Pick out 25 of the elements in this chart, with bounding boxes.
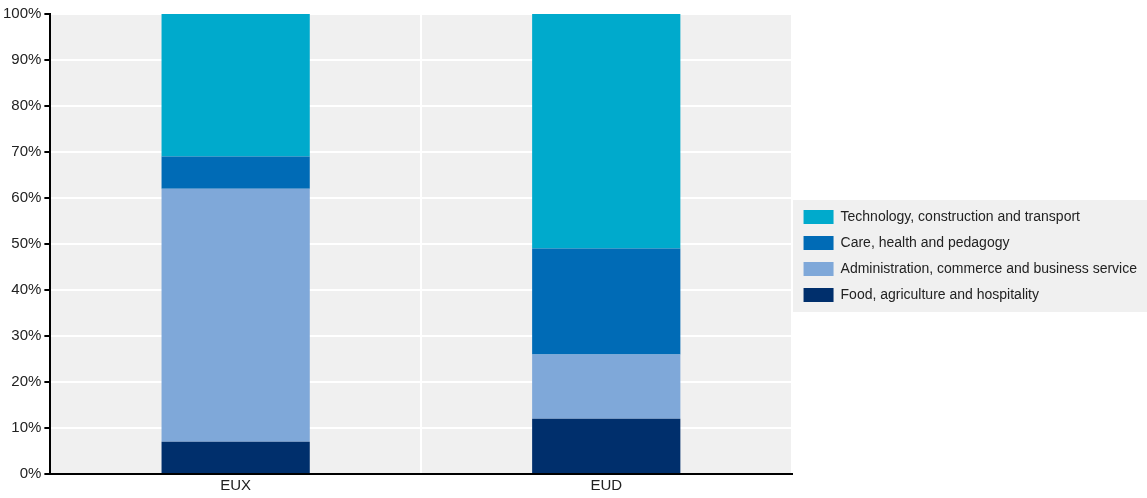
- y-tick-label: 40%: [11, 280, 42, 298]
- bar: [532, 418, 681, 473]
- legend-label: Administration, commerce and business service: [840, 259, 1138, 276]
- x-tick-label: EUD: [590, 476, 623, 494]
- y-tick-label: 50%: [11, 234, 42, 252]
- y-tick-label: 60%: [11, 188, 42, 206]
- legend-label: Care, health and pedagogy: [840, 233, 1010, 250]
- bar: [532, 14, 681, 249]
- legend-label: Technology, construction and transport: [840, 207, 1081, 224]
- bar: [161, 188, 310, 442]
- bar: [161, 14, 310, 157]
- bar: [532, 248, 681, 355]
- y-tick-label: 0%: [19, 464, 42, 482]
- y-tick-label: 10%: [11, 418, 42, 436]
- bar: [161, 441, 310, 473]
- y-tick-label: 90%: [11, 50, 42, 68]
- legend-label: Food, agriculture and hospitality: [840, 285, 1039, 302]
- y-tick-label: 70%: [11, 142, 42, 160]
- y-tick-label: 30%: [11, 326, 42, 344]
- x-tick-label: EUX: [220, 476, 252, 494]
- y-tick-label: 80%: [11, 96, 42, 114]
- y-tick-label: 20%: [11, 372, 42, 390]
- y-tick-label: 100%: [2, 4, 42, 22]
- bar: [161, 156, 310, 189]
- bar: [532, 354, 681, 419]
